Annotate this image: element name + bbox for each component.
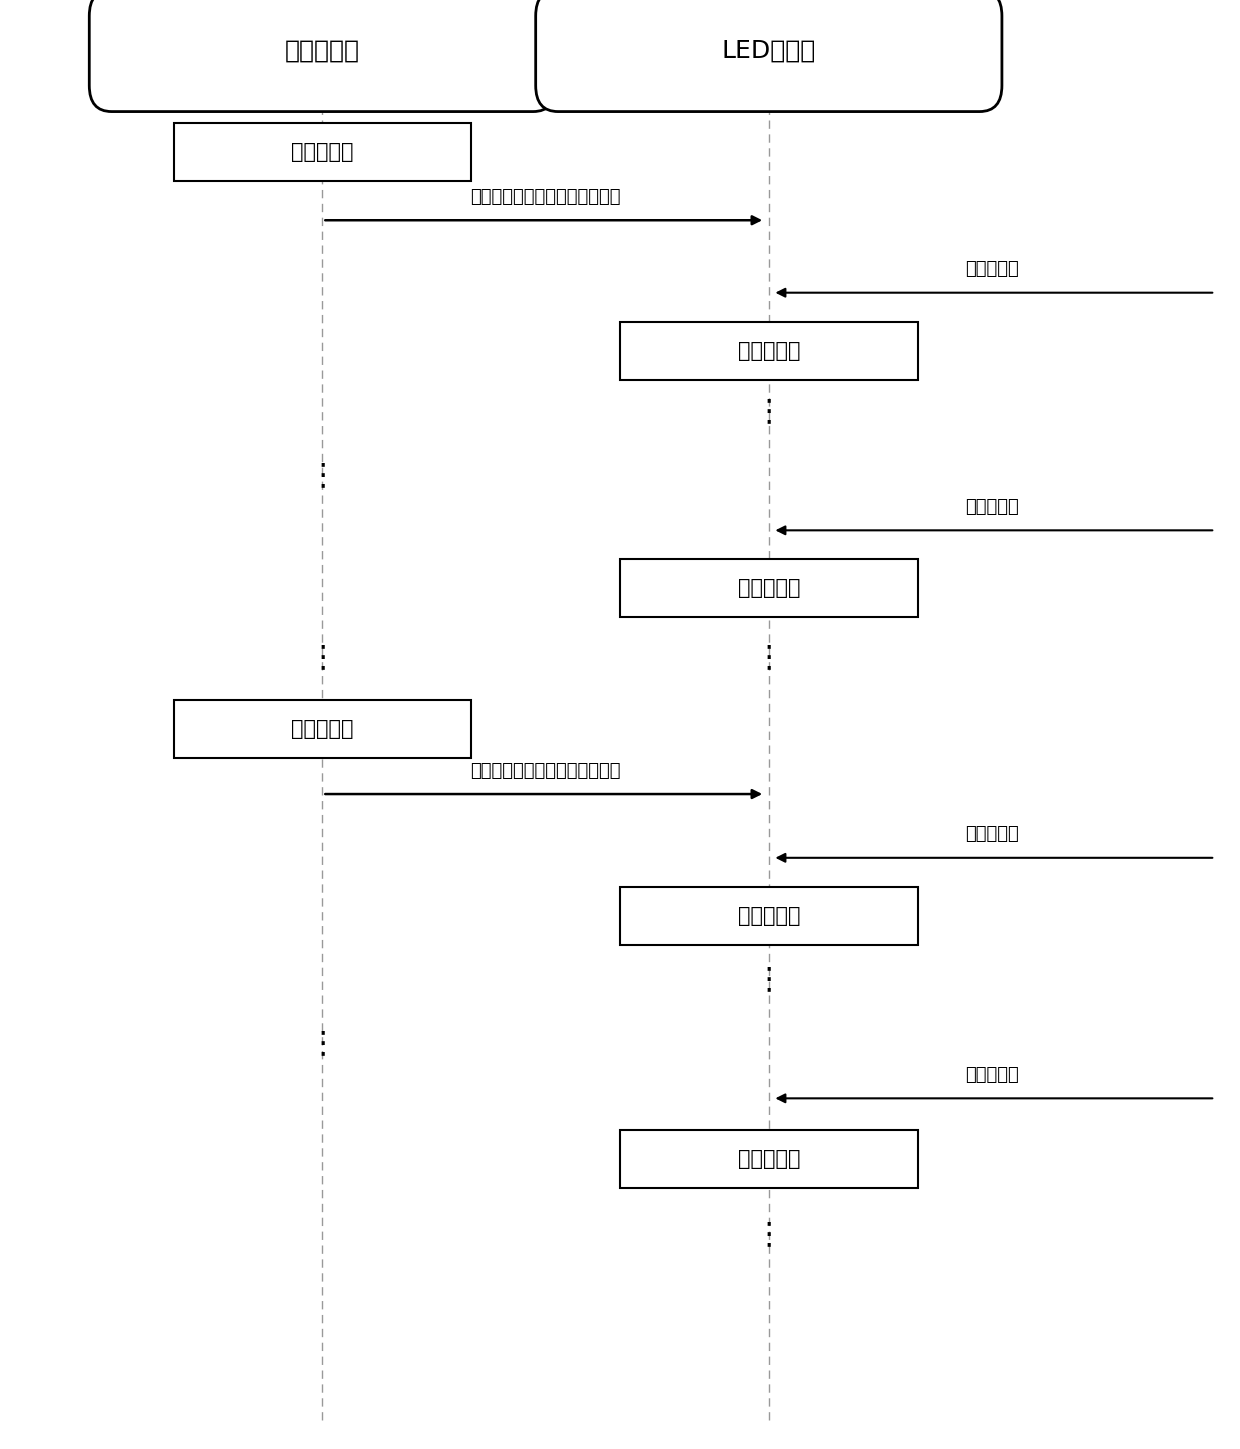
FancyBboxPatch shape [89, 0, 556, 112]
Text: 帧同步信号: 帧同步信号 [965, 1066, 1019, 1084]
FancyBboxPatch shape [536, 0, 1002, 112]
Text: 应用背光值: 应用背光值 [738, 341, 800, 361]
Text: 帧同步信号: 帧同步信号 [965, 826, 1019, 843]
Text: 应用背光值: 应用背光值 [738, 906, 800, 926]
Bar [620, 559, 918, 617]
Text: 包含多个背光值的背光设置命令: 包含多个背光值的背光设置命令 [470, 188, 621, 206]
Bar [620, 322, 918, 380]
Text: 背光值计算: 背光值计算 [291, 142, 353, 162]
Text: 帧同步信号: 帧同步信号 [965, 498, 1019, 516]
Text: ⋮: ⋮ [754, 643, 784, 672]
Text: ⋮: ⋮ [308, 643, 337, 672]
Bar [620, 887, 918, 945]
Text: ⋮: ⋮ [754, 397, 784, 426]
Text: 汽车控制器: 汽车控制器 [285, 39, 360, 62]
Text: ⋮: ⋮ [754, 965, 784, 994]
Text: 包含多个背光值的背光设置命令: 包含多个背光值的背光设置命令 [470, 762, 621, 780]
Text: ⋮: ⋮ [754, 1220, 784, 1249]
Text: 背光值计算: 背光值计算 [291, 719, 353, 739]
Text: 应用背光值: 应用背光值 [738, 578, 800, 598]
Bar [174, 123, 471, 181]
Text: 应用背光值: 应用背光值 [738, 1149, 800, 1169]
Bar [174, 700, 471, 758]
Text: LED控制器: LED控制器 [722, 39, 816, 62]
Text: 帧同步信号: 帧同步信号 [965, 261, 1019, 278]
Text: ⋮: ⋮ [308, 461, 337, 490]
Text: ⋮: ⋮ [308, 1029, 337, 1058]
Bar [620, 1130, 918, 1188]
